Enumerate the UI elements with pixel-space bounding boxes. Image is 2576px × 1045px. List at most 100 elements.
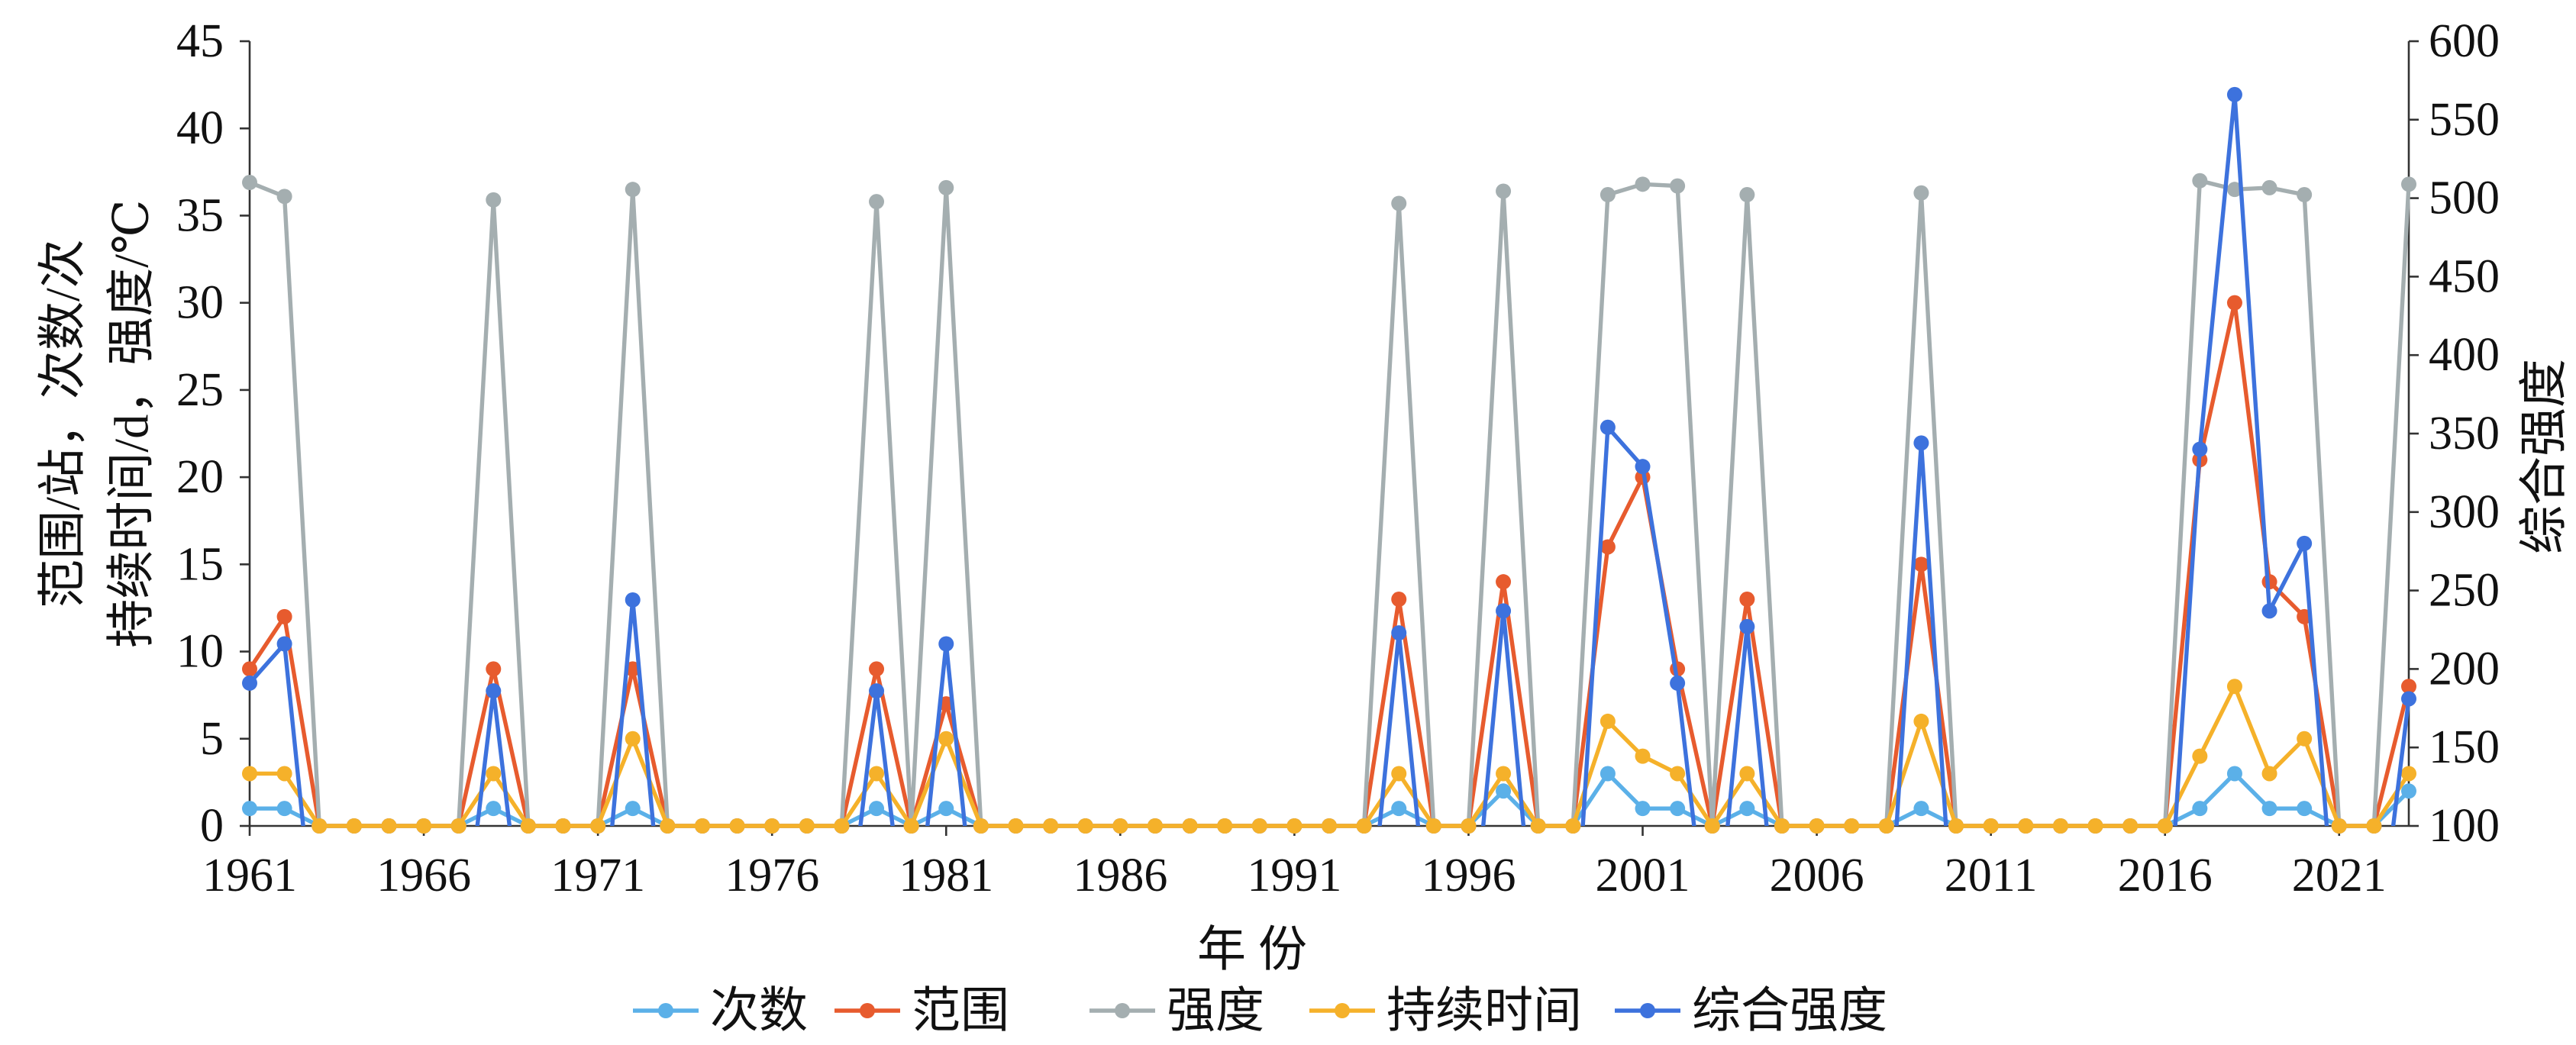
series-2-point-1968	[486, 661, 502, 677]
series-1-point-1962	[276, 801, 292, 817]
series-4-point-1983	[1008, 818, 1024, 834]
series-5-point-1979	[869, 683, 885, 699]
series-4-point-2009	[1913, 713, 1929, 729]
left-axis-tick-label: 0	[200, 800, 224, 852]
series-4-point-1967	[450, 818, 466, 834]
series-5-point-2018	[2226, 86, 2242, 102]
left-axis-tick-label: 25	[176, 364, 224, 416]
x-axis-tick-label: 1996	[1421, 850, 1516, 901]
series-4-point-1984	[1043, 818, 1059, 834]
series-line-2	[247, 300, 2411, 828]
x-axis-tick-label: 1981	[899, 850, 993, 901]
series-4-point-1993	[1356, 818, 1372, 834]
series-4-point-1988	[1182, 818, 1198, 834]
series-4-point-1975	[729, 818, 745, 834]
legend: 次数 范围 强度 持续时间 综合强度	[633, 984, 1887, 1038]
series-3-point-1961	[242, 175, 257, 191]
series-3-point-2019	[2261, 179, 2277, 195]
legend-label: 范围	[912, 984, 1009, 1038]
series-5-point-2023	[2401, 691, 2416, 707]
series-4-point-1992	[1322, 818, 1337, 834]
left-axis-tick-label: 35	[176, 189, 224, 241]
series-5-point-2020	[2297, 535, 2313, 551]
legend-marker	[1115, 1003, 1130, 1018]
x-axis-tick-label: 1961	[202, 850, 297, 901]
series-3-point-1968	[486, 192, 502, 208]
series-2-point-1994	[1391, 592, 1407, 608]
series-4-point-2005	[1774, 818, 1790, 834]
series-1-point-2001	[1635, 801, 1651, 817]
series-4-point-1962	[276, 766, 292, 782]
series-1-point-2002	[1670, 801, 1686, 817]
series-5-point-1981	[938, 636, 954, 652]
series-4-point-2010	[1948, 818, 1964, 834]
series-2-point-2009	[1913, 556, 1929, 572]
series-4-point-1974	[694, 818, 710, 834]
series-4-point-1973	[660, 818, 676, 834]
series-4-point-1998	[1530, 818, 1546, 834]
series-3-point-2017	[2192, 173, 2208, 189]
series-4-point-1977	[799, 818, 815, 834]
series-4-point-1994	[1391, 766, 1407, 782]
x-axis-tick-label: 1976	[725, 850, 819, 901]
series-2-point-1997	[1496, 574, 1512, 590]
right-axis-tick-label: 200	[2429, 643, 2500, 695]
series-3-point-2001	[1635, 176, 1651, 192]
series-4-point-2013	[2052, 818, 2068, 834]
series-3	[242, 173, 2416, 834]
series-5-point-2019	[2261, 603, 2277, 619]
x-axis-tick-label: 1986	[1073, 850, 1167, 901]
left-axis-tick-label: 15	[176, 538, 224, 590]
series-4-point-1986	[1112, 818, 1128, 834]
x-axis-tick-label: 2016	[2118, 850, 2213, 901]
series-3-point-2004	[1739, 187, 1755, 203]
series-line-1	[247, 771, 2411, 828]
left-axis-title-line-2: 持续时间/d，强度/℃	[105, 199, 159, 647]
series-4-point-1966	[416, 818, 432, 834]
series-2-point-2000	[1600, 539, 1616, 555]
series-5-point-2009	[1913, 435, 1929, 451]
legend-marker	[658, 1003, 673, 1018]
right-axis-tick-label: 450	[2429, 250, 2500, 302]
series-2-point-1961	[242, 661, 257, 677]
series-1-point-2018	[2226, 766, 2242, 782]
series-4-point-1987	[1147, 818, 1163, 834]
series-4-point-2002	[1670, 766, 1686, 782]
series-5-point-2001	[1635, 459, 1651, 475]
series-4-point-1976	[764, 818, 780, 834]
series-3-point-1994	[1391, 195, 1407, 211]
right-axis-tick-label: 100	[2429, 800, 2500, 852]
series-4-point-1961	[242, 766, 257, 782]
series-5-point-2017	[2192, 441, 2208, 457]
right-axis-tick-label: 600	[2429, 15, 2500, 67]
left-axis-tick-label: 20	[176, 451, 224, 503]
left-axis-title-line-1: 范围/站，次数/次	[36, 239, 90, 608]
right-axis-tick-label: 500	[2429, 173, 2500, 224]
series-5-point-1962	[276, 636, 292, 652]
series-4-point-1999	[1565, 818, 1581, 834]
series	[242, 86, 2416, 834]
right-axis-tick-label: 150	[2429, 721, 2500, 773]
legend-item-4: 持续时间	[1309, 984, 1582, 1038]
series-1-point-1961	[242, 801, 257, 817]
left-axis-tick-label: 30	[176, 277, 224, 329]
series-5-point-1972	[625, 592, 641, 608]
legend-label: 综合强度	[1692, 984, 1887, 1038]
x-axis-tick-label: 2021	[2292, 850, 2387, 901]
series-4-point-1965	[381, 818, 397, 834]
series-4-point-1964	[346, 818, 362, 834]
series-3-point-2020	[2297, 187, 2313, 203]
x-axis-tick-label: 2006	[1770, 850, 1864, 901]
series-4-point-2000	[1600, 713, 1616, 729]
series-4-point-1982	[973, 818, 989, 834]
right-axis-tick-label: 300	[2429, 486, 2500, 538]
series-4-point-2008	[1878, 818, 1894, 834]
series-1-point-1979	[869, 801, 885, 817]
legend-item-5: 综合强度	[1615, 984, 1887, 1038]
series-1-point-1994	[1391, 801, 1407, 817]
series-3-point-2002	[1670, 178, 1686, 194]
series-2-point-1979	[869, 661, 885, 677]
series-1-point-1997	[1496, 783, 1512, 799]
